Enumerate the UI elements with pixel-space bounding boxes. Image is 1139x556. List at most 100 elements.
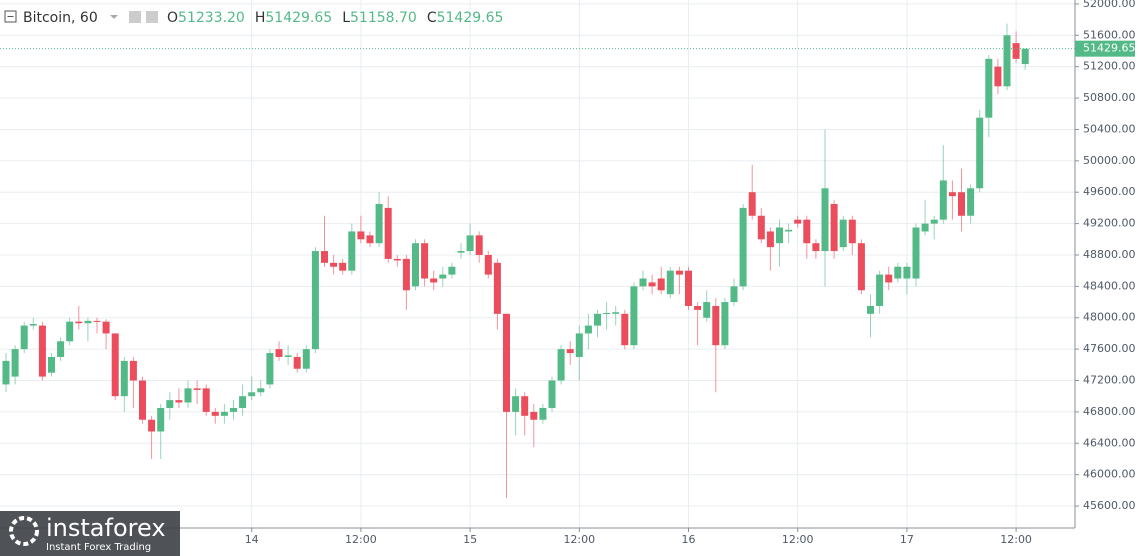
y-tick-label: 46800.00 (1083, 405, 1136, 418)
ohlc-value: 51233.20 (178, 10, 245, 26)
candle-body (348, 231, 356, 271)
x-tick-label: 17 (900, 533, 914, 546)
candle-body (557, 349, 565, 381)
candle-body (66, 321, 74, 342)
y-tick-label: 49200.00 (1083, 217, 1136, 230)
ohlc-key: H (255, 10, 266, 26)
y-tick-label: 47200.00 (1083, 374, 1136, 387)
settings-icon[interactable] (129, 11, 141, 23)
candle-body (548, 380, 556, 408)
candle-body (466, 235, 474, 252)
candle-body (985, 58, 993, 118)
y-tick-label: 48400.00 (1083, 279, 1136, 292)
ohlc-key: C (427, 10, 437, 26)
x-tick-label: 12:00 (345, 533, 377, 546)
candle-body (876, 274, 884, 306)
candle-body (311, 251, 319, 350)
candle-body (539, 407, 547, 420)
candle-body (794, 219, 802, 224)
candle-body (102, 321, 110, 334)
y-tick-label: 51600.00 (1083, 28, 1136, 41)
y-tick-label: 45600.00 (1083, 499, 1136, 512)
candle-body (685, 270, 692, 306)
y-tick-label: 49600.00 (1083, 185, 1136, 198)
y-tick-label: 47600.00 (1083, 342, 1136, 355)
candle-body (857, 243, 865, 291)
ohlc-fields: O 51233.20 H 51429.65 L 51158.70 C 51429.65 (167, 10, 503, 26)
legend: Bitcoin, 60 O 51233.20 H 51429.65 L 51158.70 C… (4, 10, 503, 26)
x-tick-label: 16 (682, 533, 696, 546)
candle-body (976, 117, 984, 189)
candle-body (166, 400, 174, 408)
candle-body (202, 388, 210, 412)
candle-body (193, 388, 201, 390)
x-tick-label: 12:00 (563, 533, 595, 546)
candle-body (612, 312, 620, 314)
candle-body (748, 192, 756, 216)
candles (0, 23, 1075, 499)
collapse-icon[interactable] (4, 10, 17, 23)
candle-body (694, 305, 702, 310)
candle-body (11, 349, 19, 377)
candle-body (675, 270, 683, 275)
candle-body (912, 227, 920, 279)
candle-body (885, 274, 893, 283)
candle-body (266, 353, 274, 385)
candle-body (148, 419, 156, 432)
candle-body (84, 320, 92, 324)
candle-body (521, 396, 529, 416)
candle-body (184, 388, 192, 403)
candle-body (803, 219, 811, 244)
x-tick-label: 12:00 (782, 533, 814, 546)
dropdown-icon[interactable] (110, 15, 118, 19)
candle-body (38, 325, 46, 377)
candle-body (357, 231, 365, 240)
candle-body (666, 270, 674, 295)
candle-body (712, 305, 720, 346)
candle-body (703, 302, 711, 318)
candle-body (621, 313, 629, 346)
candle-body (129, 360, 137, 381)
candle-body (730, 286, 738, 303)
watermark: instaforex Instant Forex Trading (0, 511, 180, 556)
candle-body (503, 313, 510, 412)
candle-body (111, 333, 119, 397)
candle-body (948, 192, 956, 197)
candle-body (321, 251, 328, 263)
x-tick-label: 15 (463, 533, 477, 546)
last-price-label: 51429.65 (1083, 42, 1136, 55)
candle-body (648, 282, 656, 287)
candle-body (93, 320, 101, 322)
candle-body (930, 219, 938, 224)
close-icon[interactable] (146, 11, 158, 23)
candle-body (421, 243, 429, 279)
candle-body (448, 266, 456, 275)
candle-body (657, 278, 665, 291)
candle-body (284, 355, 292, 357)
candle-body (1003, 35, 1011, 87)
candle-body (921, 223, 929, 232)
y-tick-label: 46000.00 (1083, 468, 1136, 481)
ohlc-key: O (167, 10, 178, 26)
candle-body (967, 188, 975, 216)
candle-body (248, 392, 256, 397)
candle-body (848, 219, 856, 244)
candle-body (484, 254, 492, 275)
candle-body (839, 219, 847, 248)
candle-body (384, 207, 392, 259)
symbol: Bitcoin, 60 (23, 10, 98, 26)
candle-body (57, 341, 65, 357)
y-tick-label: 48800.00 (1083, 248, 1136, 261)
candle-body (330, 262, 338, 267)
candle-body (475, 235, 483, 255)
candle-body (566, 349, 574, 354)
candle-body (430, 278, 438, 283)
candle-body (757, 215, 765, 240)
candle-body (630, 286, 638, 346)
ohlc-key: L (342, 10, 350, 26)
y-tick-label: 50400.00 (1083, 122, 1136, 135)
logo-gear (9, 516, 39, 546)
candle-body (639, 278, 647, 287)
